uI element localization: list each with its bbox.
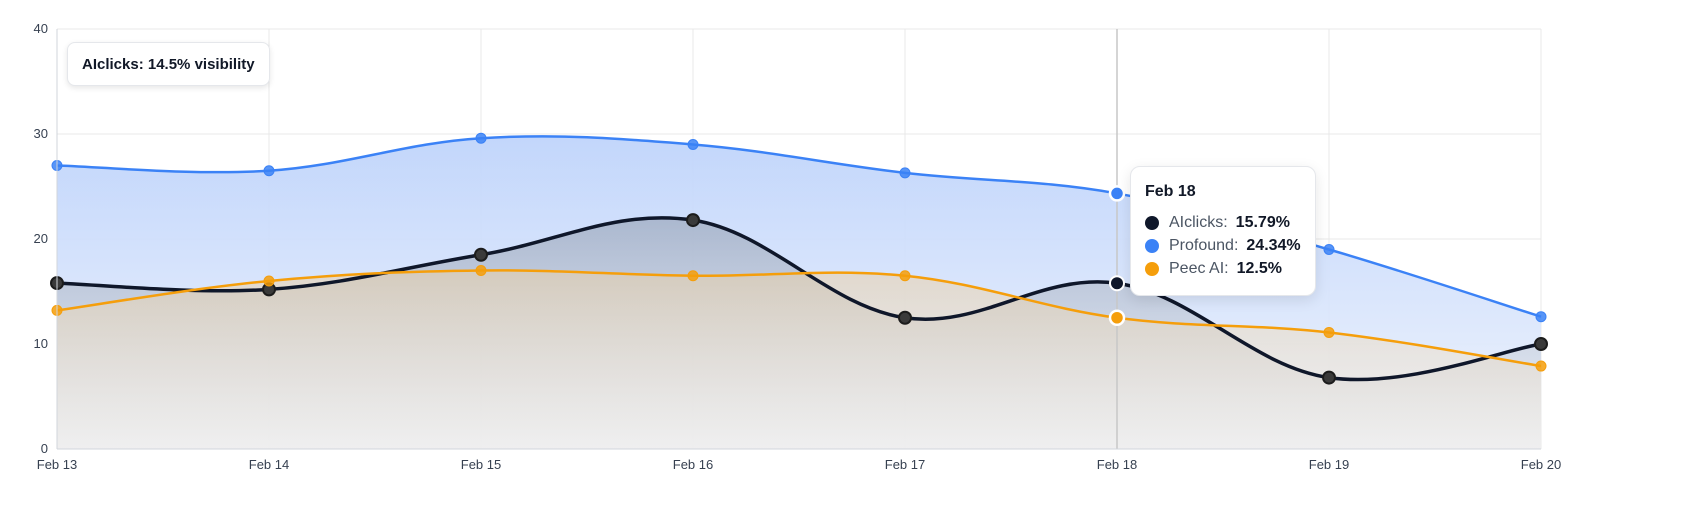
- tooltip-series-value: 15.79%: [1235, 213, 1290, 231]
- x-tick-label: Feb 16: [673, 457, 713, 472]
- x-tick-label: Feb 13: [37, 457, 77, 472]
- aiclicks-dot-icon: [1145, 215, 1159, 230]
- tooltip-row-peec-ai: Peec AI: 12.5%: [1145, 257, 1301, 280]
- data-point: [475, 265, 487, 276]
- data-point: [1109, 275, 1125, 292]
- y-tick-label: 0: [41, 441, 48, 456]
- points-aiclicks: [50, 213, 1548, 385]
- x-tick-label: Feb 20: [1521, 457, 1561, 472]
- data-point: [686, 213, 700, 228]
- tooltip-series-name: Peec AI:: [1169, 259, 1229, 277]
- data-point: [1535, 360, 1547, 372]
- line-peec-ai: [56, 269, 1542, 368]
- area-peec-ai: [57, 270, 1541, 449]
- tooltip-row-profound: Profound: 24.34%: [1145, 234, 1301, 257]
- data-point: [687, 139, 699, 150]
- x-tick-label: Feb 18: [1097, 457, 1137, 472]
- tooltip-series-value: 12.5%: [1236, 259, 1282, 277]
- y-tick-label: 30: [34, 126, 48, 141]
- tooltip-series-name: AIclicks:: [1169, 213, 1228, 231]
- tooltip-title: Feb 18: [1145, 183, 1196, 200]
- y-tick-label: 40: [34, 21, 48, 36]
- data-point: [898, 310, 912, 325]
- tooltip-series-value: 24.34%: [1246, 236, 1301, 254]
- x-tick-label: Feb 19: [1309, 457, 1349, 472]
- chart-tooltip: Feb 18 AIclicks: 15.79% Profound: 24.34%…: [1130, 166, 1316, 296]
- x-tick-label: Feb 17: [885, 457, 925, 472]
- data-point: [687, 270, 699, 282]
- data-point: [1323, 326, 1335, 338]
- visibility-badge-text: AIclicks: 14.5% visibility: [82, 55, 255, 73]
- data-point: [263, 275, 275, 287]
- data-point: [899, 270, 911, 282]
- x-tick-label: Feb 15: [461, 457, 501, 472]
- line-aiclicks: [56, 216, 1542, 382]
- data-point: [263, 165, 275, 177]
- data-point: [1323, 244, 1335, 255]
- profound-dot-icon: [1145, 238, 1159, 253]
- tooltip-row-aiclicks: AIclicks: 15.79%: [1145, 211, 1301, 234]
- data-point: [1322, 370, 1336, 385]
- data-point: [1108, 185, 1126, 202]
- visibility-badge: AIclicks: 14.5% visibility: [67, 42, 270, 86]
- data-point: [474, 247, 488, 262]
- y-tick-label: 20: [34, 231, 48, 246]
- x-tick-label: Feb 14: [249, 457, 289, 472]
- points-profound: [51, 132, 1547, 323]
- data-point: [1534, 337, 1548, 351]
- data-point: [475, 132, 487, 144]
- y-tick-label: 10: [34, 336, 48, 351]
- data-point: [1535, 311, 1547, 323]
- points-peec-ai: [51, 265, 1547, 372]
- data-point: [1108, 309, 1126, 326]
- tooltip-series-name: Profound:: [1169, 236, 1239, 254]
- data-point: [899, 167, 911, 179]
- peec-ai-dot-icon: [1145, 261, 1159, 276]
